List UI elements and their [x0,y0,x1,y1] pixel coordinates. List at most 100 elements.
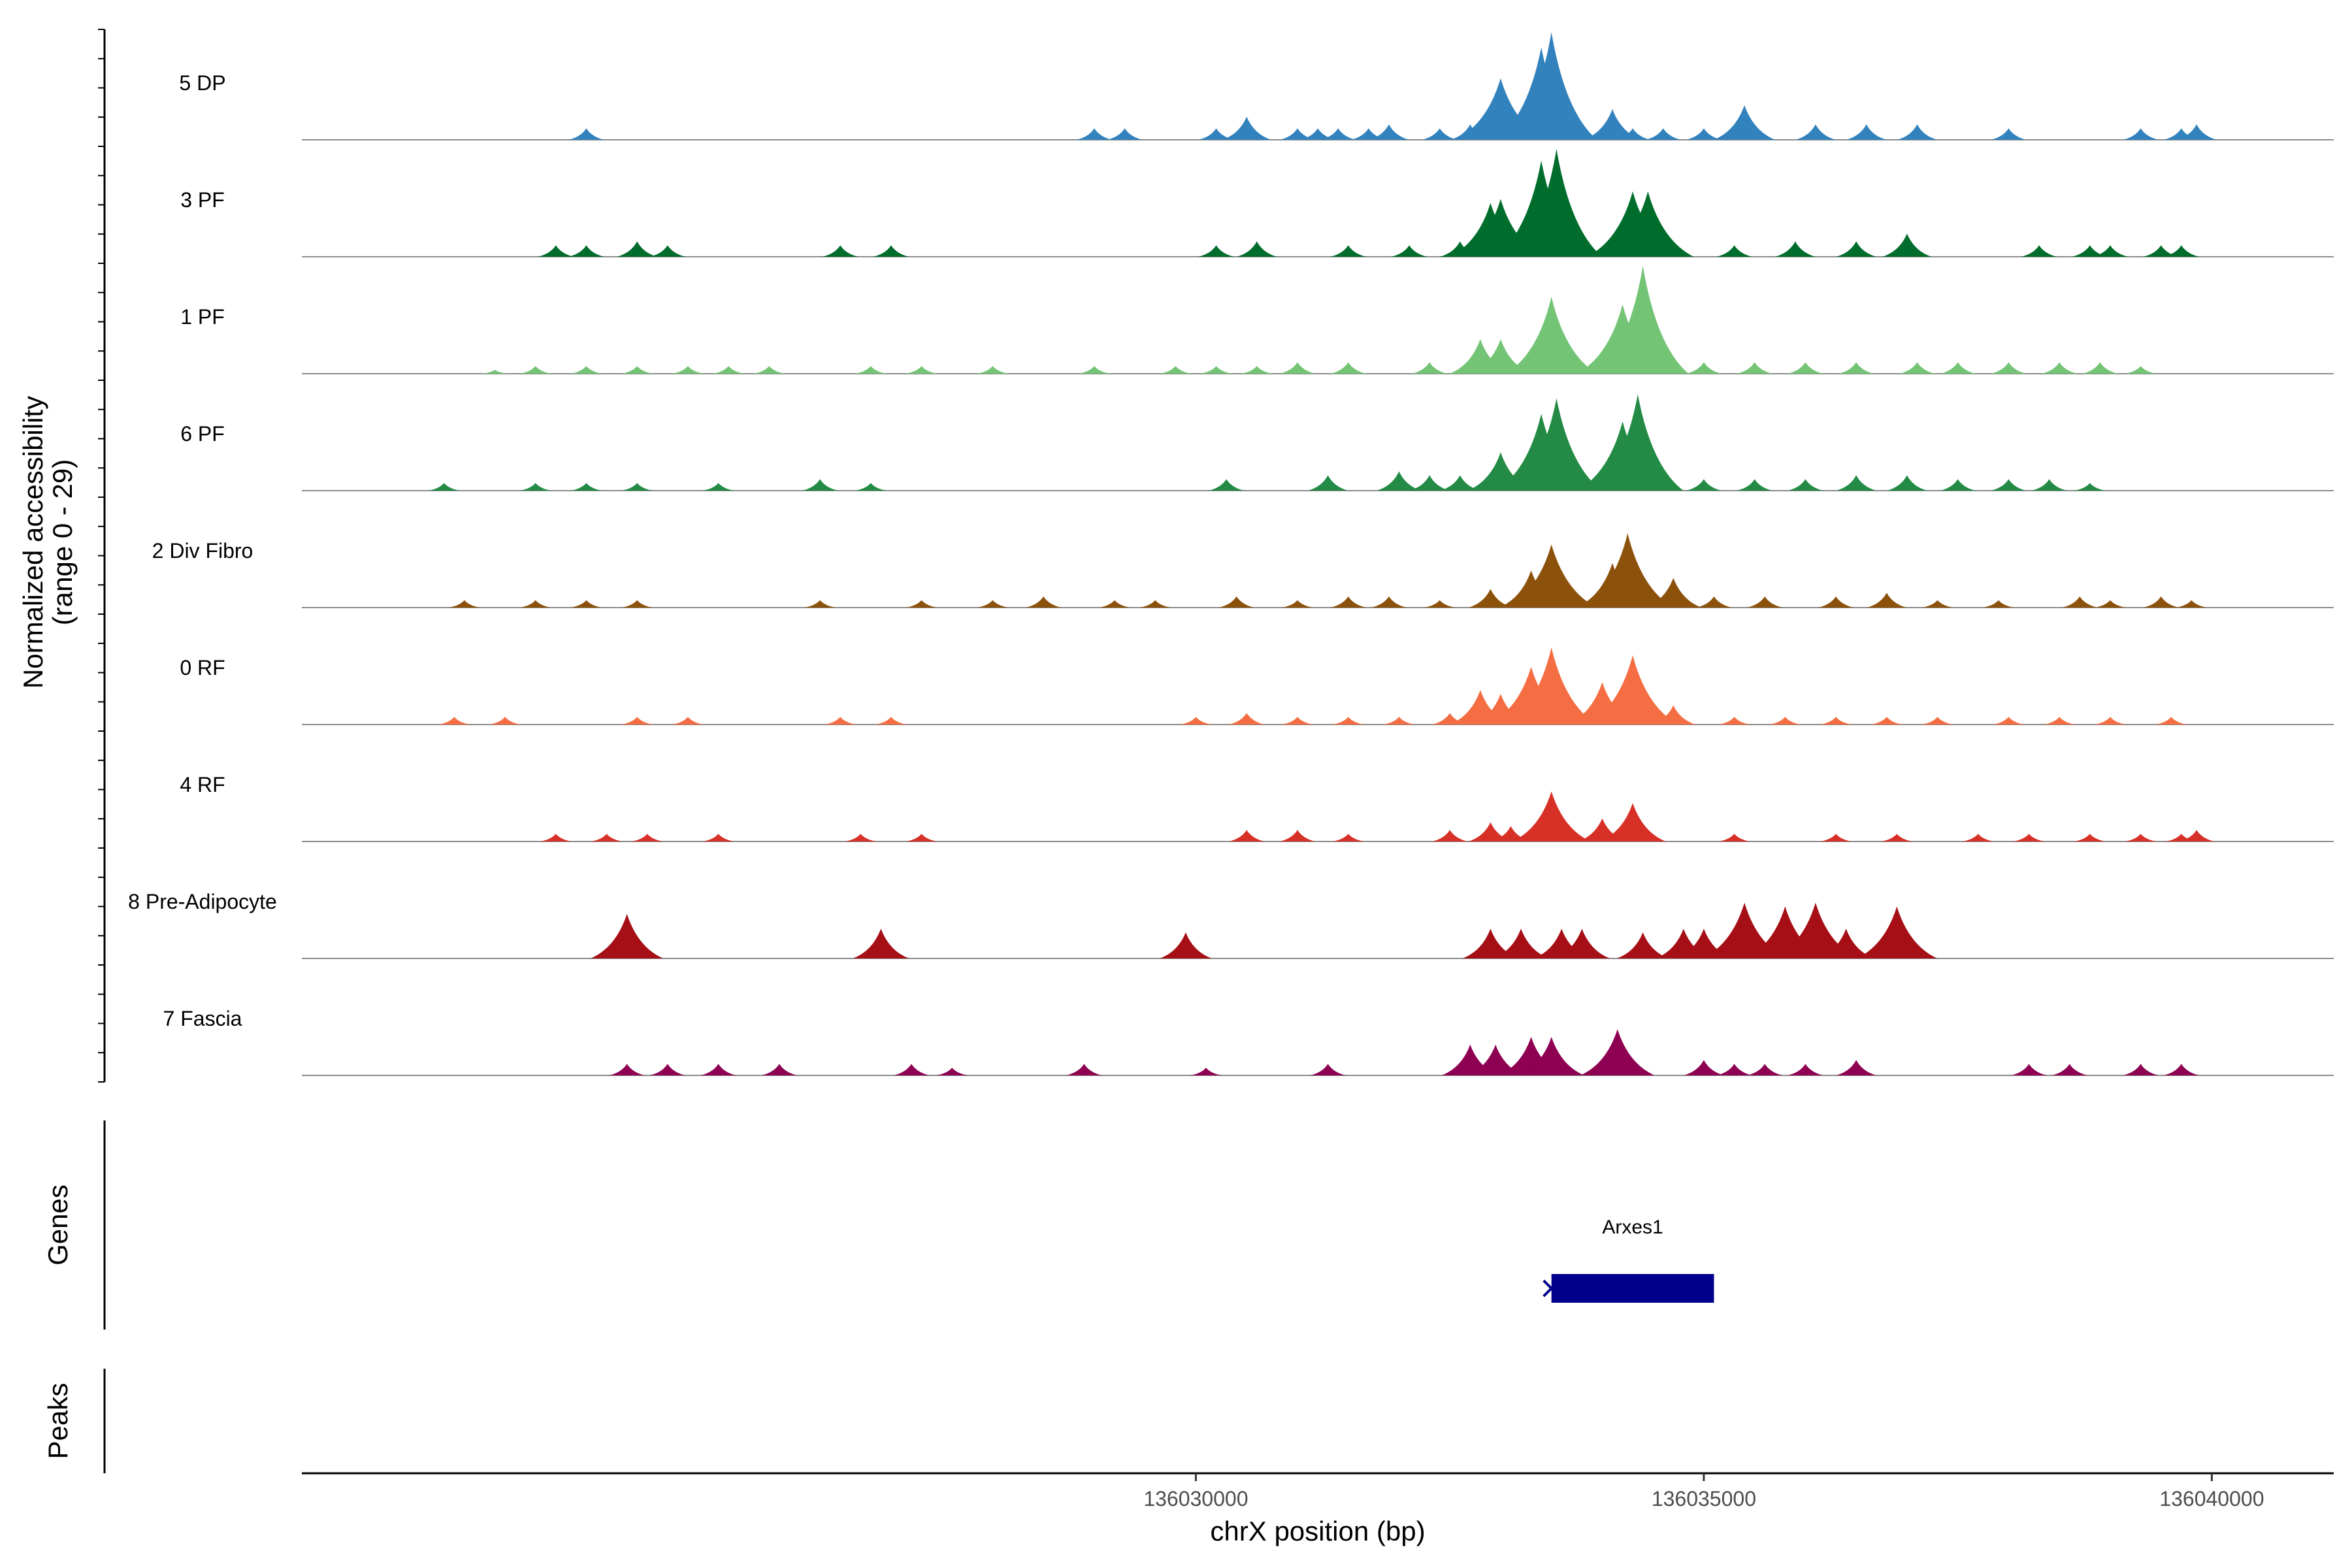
coverage-peak [976,366,1009,374]
coverage-peak [1962,834,1995,841]
coverage-peak [1391,245,1428,257]
coverage-peak [617,241,658,257]
coverage-peak [1736,479,1773,491]
coverage-peak [608,1064,645,1075]
coverage-peak [1411,362,1448,374]
coverage-peak [1505,297,1597,374]
track-4-rf: 4 RF [180,773,2334,842]
coverage-peak [1076,128,1113,140]
coverage-peak [519,483,552,491]
coverage-peak [1139,600,1171,608]
track-label: 7 Fascia [163,1007,242,1030]
coverage-peak [1241,366,1273,374]
coverage-peak [1602,191,1694,257]
coverage-peak [1686,479,1722,491]
coverage-peak [1468,589,1512,608]
coverage-peak [753,366,785,374]
coverage-peak [1159,932,1212,958]
x-tick-label: 136040000 [2159,1487,2264,1511]
coverage-peak [875,717,907,725]
coverage-peak [1179,717,1212,725]
track-label: 1 PF [180,305,225,329]
coverage-peak [1587,655,1679,725]
coverage-peak [1330,362,1367,374]
coverage-peak [906,366,938,374]
coverage-peak [1511,149,1603,257]
track-5-dp: 5 DP [179,32,2334,140]
coverage-peak [1716,1064,1753,1075]
coverage-peak [2163,245,2200,257]
coverage-peak [1787,1064,1824,1075]
coverage-peak [1505,647,1597,725]
coverage-peak [1431,830,1468,841]
coverage-peak [1309,1064,1347,1075]
coverage-peak [1098,600,1131,608]
gene-label: Arxes1 [1602,1217,1663,1238]
coverage-peak [1597,266,1689,374]
coverage-peak [1421,128,1458,140]
coverage-peak [1580,1029,1655,1075]
coverage-peak [649,1064,686,1075]
coverage-peak [540,834,572,841]
track-3-pf: 3 PF [180,149,2334,257]
coverage-peak [2125,834,2157,841]
coverage-peak [1424,600,1456,608]
coverage-peak [1190,1068,1222,1075]
coverage-peak [2155,717,2187,725]
coverage-peak [570,366,602,374]
coverage-peak [2094,600,2127,608]
coverage-peak [1686,128,1722,140]
genes-panel-title: Genes [42,1184,73,1266]
coverage-peak [1279,128,1316,140]
coverage-peak [2143,596,2180,608]
coverage-peak [2041,362,2078,374]
coverage-peak [2178,830,2215,841]
coverage-peak [1320,128,1356,140]
coverage-peak [2125,366,2157,374]
coverage-peak [2061,596,2098,608]
gene-exon [1551,1274,1714,1303]
coverage-peak [438,717,470,725]
coverage-peak [1769,717,1801,725]
coverage-peak [1990,128,2027,140]
gene-models: Arxes1 [1543,1217,1714,1303]
coverage-peak [1208,479,1245,491]
x-axis-title: chrX position (bp) [1210,1516,1425,1546]
coverage-peak [1939,479,1976,491]
coverage-peak [2021,245,2057,257]
coverage-peak [428,483,461,491]
coverage-tracks: 5 DP 3 PF 1 PF 6 PF 2 Div Fibro 0 RF 4 RF 8 Pre… [128,32,2334,1076]
coverage-peak [481,370,509,374]
coverage-peak [2013,834,2045,841]
coverage-peak [1218,596,1254,608]
coverage-peak [1409,475,1450,491]
coverage-peak [1683,1060,1724,1075]
coverage-peak [1836,241,1877,257]
coverage-peak [1774,241,1816,257]
coverage-peak [1795,124,1836,140]
coverage-peak [855,366,887,374]
coverage-peak [1299,128,1336,140]
coverage-peak [1066,1064,1103,1075]
gene-arxes1: Arxes1 [1543,1217,1714,1303]
coverage-peak [855,483,887,491]
track-label: 4 RF [180,773,225,796]
coverage-peak [1882,233,1932,257]
coverage-peak [2122,1064,2159,1075]
coverage-peak [702,483,735,491]
coverage-peak [1467,1044,1525,1075]
coverage-peak [1846,124,1887,140]
x-axis: 136030000 136035000 136040000 [302,1472,2334,1511]
coverage-peak [1236,241,1277,257]
coverage-peak [1614,128,1651,140]
coverage-peak [568,128,605,140]
track-label: 8 Pre-Adipocyte [128,890,277,913]
coverage-peak [1713,105,1776,140]
coverage-peak [2072,245,2108,257]
coverage-peak [1820,834,1852,841]
coverage-peak [1921,717,1954,725]
coverage-peak [2092,245,2129,257]
coverage-peak [1992,717,2025,725]
track-7-fascia: 7 Fascia [163,1007,2334,1076]
coverage-peak [1368,124,1409,140]
